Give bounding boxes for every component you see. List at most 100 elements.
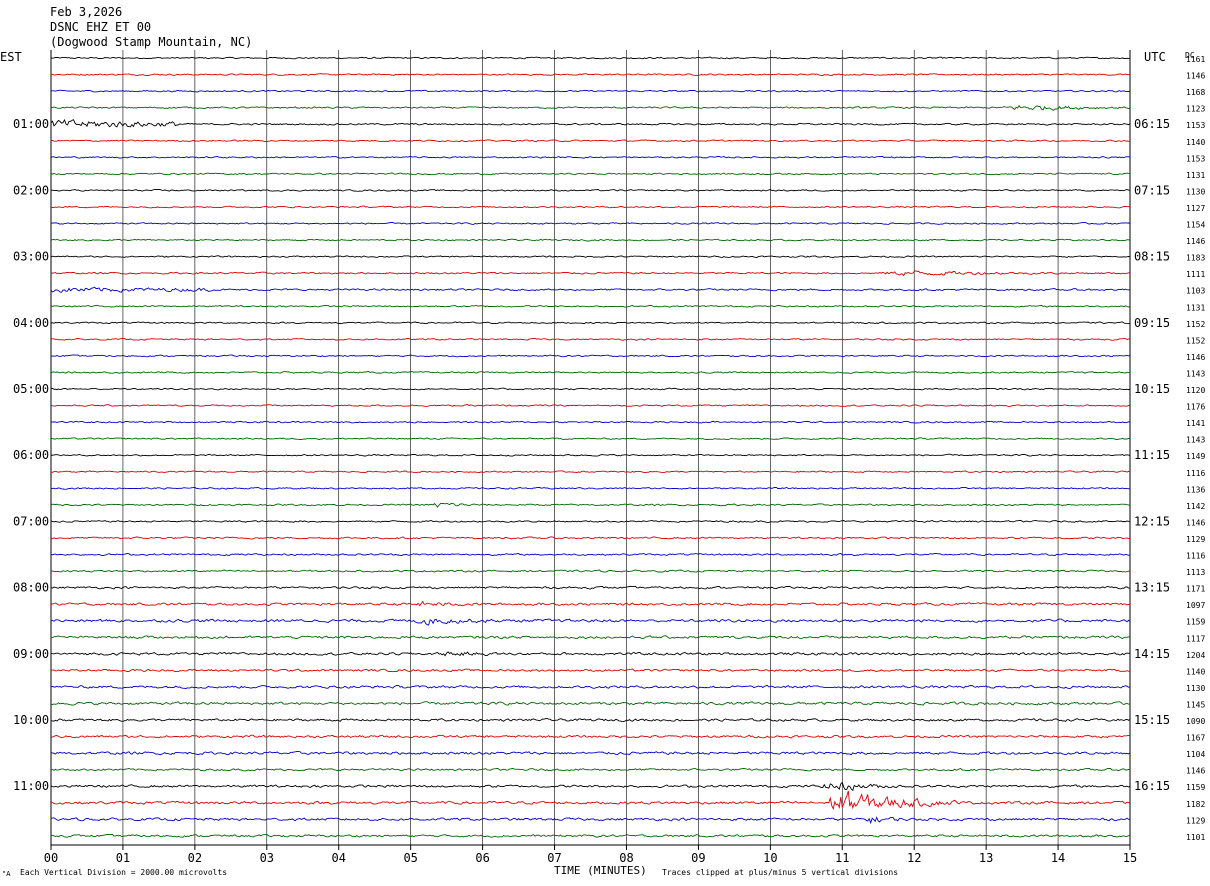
x-tick-label-12: 12 (907, 851, 921, 865)
x-tick-label-14: 14 (1051, 851, 1065, 865)
dc-offset-43: 1146 (1186, 767, 1205, 776)
x-axis-ticks: 00 01 02 03 04 05 06 07 08 09 10 11 12 13 14 15 (44, 845, 1137, 865)
trace-line-20 (50, 387, 1131, 391)
dc-offset-21: 1176 (1186, 403, 1205, 412)
trace-line-21 (50, 404, 1130, 407)
trace-line-25 (50, 470, 1131, 474)
utc-label-14:15: 14:15 (1134, 647, 1170, 661)
trace-line-37 (50, 668, 1131, 673)
dc-offset-4: 1153 (1186, 121, 1205, 130)
trace-line-45 (50, 790, 1131, 811)
trace-line-40 (50, 718, 1131, 723)
x-tick-label-09: 09 (691, 851, 705, 865)
trace-line-35 (50, 635, 1131, 640)
trace-line-6 (50, 156, 1131, 159)
dc-offset-10: 1154 (1186, 221, 1205, 230)
time-gridlines (50, 50, 1131, 846)
trace-line-3 (50, 104, 1131, 111)
utc-label-06:15: 06:15 (1134, 117, 1170, 131)
est-label-10:00: 10:00 (13, 713, 49, 727)
trace-line-9 (50, 205, 1131, 209)
trace-line-13 (50, 270, 1131, 277)
est-axis-label: EST (0, 50, 22, 64)
trace-line-46 (50, 816, 1131, 825)
trace-line-43 (50, 767, 1131, 772)
trace-line-42 (50, 751, 1131, 756)
trace-line-2 (50, 89, 1131, 93)
utc-label-12:15: 12:15 (1134, 514, 1170, 528)
utc-label-15:15: 15:15 (1134, 713, 1170, 727)
trace-line-29 (50, 536, 1131, 540)
trace-line-1 (50, 73, 1131, 76)
dc-offset-47: 1101 (1186, 833, 1205, 842)
trace-line-7 (50, 172, 1131, 176)
x-tick-label-06: 06 (475, 851, 489, 865)
dc-offset-26: 1136 (1186, 485, 1205, 494)
trace-line-44 (50, 781, 1131, 792)
trace-line-23 (50, 437, 1131, 441)
dc-offset-41: 1167 (1186, 734, 1205, 743)
x-tick-label-07: 07 (547, 851, 561, 865)
trace-line-31 (50, 569, 1131, 573)
trace-line-36 (50, 651, 1131, 657)
footer-mark: "A (2, 870, 11, 878)
header-station: DSNC EHZ ET 00 (50, 20, 151, 34)
trace-line-4 (50, 118, 1131, 128)
trace-line-30 (50, 553, 1131, 557)
dc-offset-23: 1143 (1186, 436, 1205, 445)
utc-hour-labels: 06:15 07:15 08:15 09:15 10:15 11:15 12:15 13:15… (1134, 117, 1170, 793)
trace-line-17 (51, 338, 1131, 341)
dc-offset-20: 1120 (1186, 386, 1205, 395)
dc-offset-42: 1104 (1186, 750, 1205, 759)
dc-offset-12: 1183 (1186, 254, 1205, 263)
trace-line-8 (50, 189, 1131, 192)
dc-offset-9: 1127 (1186, 204, 1205, 213)
dc-offset-17: 1152 (1186, 336, 1205, 345)
trace-line-47 (50, 833, 1131, 838)
utc-label-13:15: 13:15 (1134, 581, 1170, 595)
trace-line-26 (50, 486, 1131, 490)
trace-line-12 (50, 255, 1131, 258)
trace-line-11 (50, 238, 1131, 242)
trace-line-38 (50, 684, 1131, 689)
x-tick-label-04: 04 (332, 851, 346, 865)
est-label-07:00: 07:00 (13, 514, 49, 528)
utc-label-11:15: 11:15 (1134, 448, 1170, 462)
dc-offset-32: 1171 (1186, 585, 1205, 594)
x-tick-label-02: 02 (188, 851, 202, 865)
utc-label-08:15: 08:15 (1134, 250, 1170, 264)
est-label-02:00: 02:00 (13, 183, 49, 197)
trace-line-33 (51, 600, 1131, 607)
header-date: Feb 3,2026 (50, 5, 122, 19)
x-tick-label-03: 03 (260, 851, 274, 865)
dc-offset-14: 1103 (1186, 287, 1205, 296)
dc-offset-25: 1116 (1186, 469, 1205, 478)
utc-label-10:15: 10:15 (1134, 382, 1170, 396)
dc-offset-24: 1149 (1186, 452, 1205, 461)
trace-line-34 (51, 618, 1131, 626)
dc-offset-2: 1168 (1186, 88, 1205, 97)
seismic-traces (50, 56, 1131, 838)
dc-offset-8: 1130 (1186, 187, 1205, 196)
x-tick-label-10: 10 (763, 851, 777, 865)
dc-offset-15: 1131 (1186, 303, 1205, 312)
x-tick-label-00: 00 (44, 851, 58, 865)
dc-offset-18: 1146 (1186, 353, 1205, 362)
trace-line-14 (50, 286, 1131, 293)
utc-label-09:15: 09:15 (1134, 316, 1170, 330)
trace-line-18 (50, 354, 1131, 358)
dc-offset-35: 1117 (1186, 634, 1205, 643)
dc-offset-7: 1131 (1186, 171, 1205, 180)
dc-offset-30: 1116 (1186, 552, 1205, 561)
x-axis-title: TIME (MINUTES) (554, 864, 647, 877)
dc-offset-16: 1152 (1186, 320, 1205, 329)
x-tick-label-11: 11 (835, 851, 849, 865)
est-label-11:00: 11:00 (13, 779, 49, 793)
trace-line-39 (50, 701, 1131, 706)
dc-offset-36: 1204 (1186, 651, 1205, 660)
trace-line-0 (50, 56, 1131, 60)
dc-offset-38: 1130 (1186, 684, 1205, 693)
dc-offset-33: 1097 (1186, 601, 1205, 610)
dc-offset-0: 1161 (1186, 55, 1205, 64)
